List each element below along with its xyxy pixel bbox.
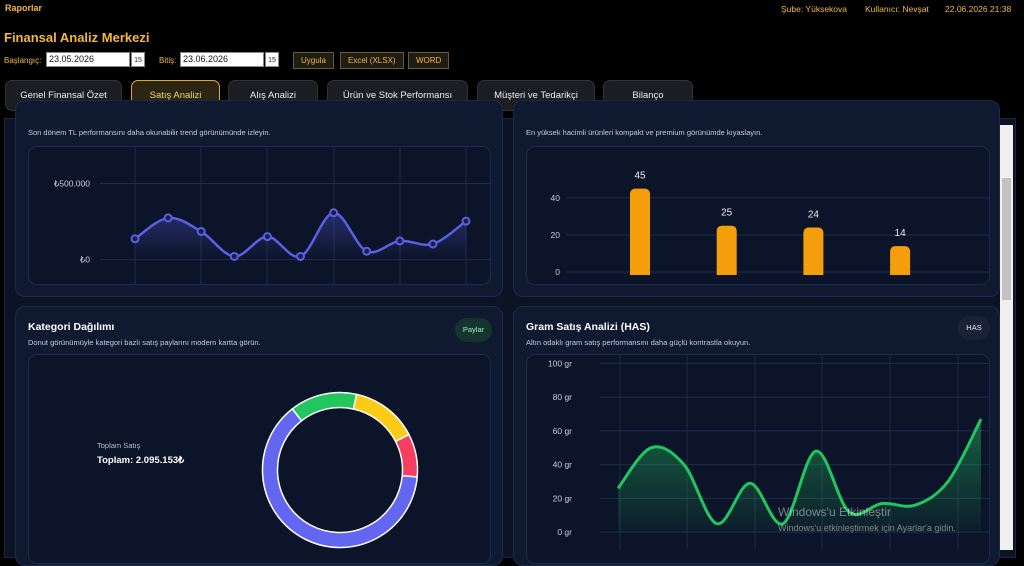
y-tick-label: ₺500.000 [54, 179, 90, 189]
donut-segment [352, 393, 410, 443]
branch: Şube: Yüksekova [781, 4, 847, 14]
badge: HAS [958, 316, 990, 340]
chart-box [28, 146, 491, 285]
y-tick-label: 0 [555, 267, 560, 277]
app-title: Raporlar [5, 3, 43, 13]
y-tick-label: 60 gr [553, 426, 573, 436]
start-label: Başlangıç: [4, 56, 42, 65]
point [428, 239, 438, 249]
point [196, 226, 206, 236]
data-label: 14 [895, 228, 907, 239]
point [229, 251, 239, 261]
point [296, 251, 305, 261]
point [395, 236, 405, 246]
plot: 45 25 24 14 [630, 171, 911, 275]
card-title: Kategori Dağılımı [28, 321, 115, 333]
badge: Paylar [455, 318, 492, 342]
calendar-button[interactable]: 15 [265, 52, 279, 67]
bar [803, 227, 824, 275]
y-tick-label: 80 gr [553, 392, 573, 402]
point [362, 246, 372, 256]
user: Kullanıcı: Nevşat [865, 4, 929, 14]
end-label: Bitiş: [159, 56, 177, 65]
scroll-thumb[interactable] [1002, 178, 1011, 300]
word-button[interactable]: WORD [408, 52, 450, 69]
donut-segment [291, 391, 358, 422]
point [262, 232, 272, 242]
point [130, 234, 140, 244]
point [163, 213, 173, 223]
card-subtitle: En yüksek hacimli ürünleri kompakt ve pr… [526, 128, 763, 137]
excel-button[interactable]: Excel (XLSX) [340, 52, 404, 69]
data-label: 25 [721, 208, 733, 219]
donut-segment [261, 407, 418, 549]
point [461, 216, 471, 226]
end-date[interactable]: 23.06.2026 [180, 52, 264, 67]
card-subtitle: Altın odaklı gram satış performansını da… [526, 338, 751, 347]
apply-button[interactable]: Uygula [293, 52, 334, 69]
datetime: 22.06.2026 21:38 [945, 4, 1012, 14]
y-tick-label: 40 gr [553, 460, 573, 470]
watermark-title: Windows'u Etkinleştir [778, 505, 891, 519]
charts: ₺0 ₺500.000 0 20 40 45 25 24 14 0 gr 20 gr 40 gr 60 … [54, 147, 989, 549]
bar [890, 246, 911, 275]
donut-segment [394, 433, 419, 478]
bar [630, 188, 650, 275]
card-title: Gram Satış Analizi (HAS) [526, 321, 650, 333]
y-tick-label: 20 gr [553, 493, 573, 503]
chart-box [526, 146, 990, 285]
line [616, 418, 983, 526]
calendar-button[interactable]: 15 [131, 52, 145, 67]
bar [716, 225, 737, 275]
start-date[interactable]: 23.05.2026 [46, 52, 130, 67]
page-title: Finansal Analiz Merkezi [4, 30, 150, 45]
y-tick-label: 40 [551, 193, 561, 203]
card-subtitle: Son dönem TL performansını daha okunabil… [28, 128, 271, 137]
screen: Raporlar Şube: Yüksekova Kullanıcı: Nevş… [4, 3, 1016, 566]
data-label: 45 [634, 171, 646, 182]
plot [130, 147, 471, 284]
point [329, 208, 339, 218]
total: Toplam: 2.095.153₺ [97, 455, 185, 466]
y-tick-label: ₺0 [80, 255, 90, 265]
y-tick-label: 100 gr [548, 358, 572, 368]
total-label: Toplam Satış [97, 441, 141, 450]
area [135, 212, 466, 260]
plot [616, 355, 983, 549]
watermark-text: Windows'u etkinleştirmek için Ayarlar'a … [778, 523, 956, 533]
scrollbar[interactable] [1000, 125, 1013, 550]
y-tick-label: 0 gr [557, 527, 572, 537]
y-tick-label: 20 [551, 230, 561, 240]
data-label: 24 [808, 210, 820, 221]
card-subtitle: Donut görünümüyle kategori bazlı satış p… [28, 338, 261, 347]
